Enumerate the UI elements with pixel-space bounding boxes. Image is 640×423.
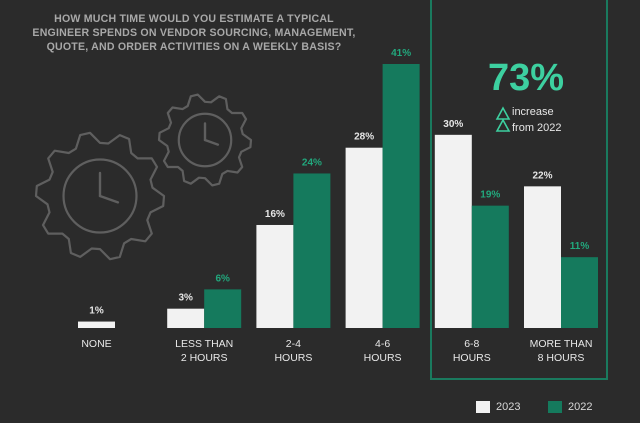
title-line: HOW MUCH TIME WOULD YOU ESTIMATE A TYPIC… [54, 13, 334, 25]
category-label: HOURS [274, 352, 312, 364]
legend-label-2022: 2022 [568, 401, 593, 413]
bar-2022 [204, 289, 242, 328]
legend-item-2023: 2023 [476, 400, 520, 414]
category-label: MORE THAN [530, 338, 593, 350]
legend-item-2022: 2022 [548, 400, 592, 414]
data-label-2022: 6% [215, 273, 230, 284]
bar-2023 [524, 186, 561, 328]
up-arrow-icon [495, 118, 511, 132]
bar-2023 [256, 224, 294, 328]
category-label: 6-8 [464, 338, 479, 350]
data-label-2023: 1% [89, 306, 104, 317]
bar-2023 [78, 321, 115, 328]
category-label: HOURS [364, 352, 402, 364]
data-label-2022: 11% [570, 241, 590, 252]
callout-highlight-box [430, 0, 608, 380]
callout-line-1: increase [512, 106, 554, 118]
callout-line-2: from 2022 [512, 122, 562, 134]
data-label-2023: 22% [532, 170, 552, 181]
category-labels: NONE LESS THAN 2 HOURS 2-4 HOURS 4-6 HOURS 6-8 H… [81, 338, 592, 364]
legend-swatch-2022 [548, 401, 562, 413]
title-line: QUOTE, AND ORDER ACTIVITIES ON A WEEKLY … [46, 41, 342, 53]
category-label: 2-4 [286, 338, 301, 350]
bar-2023 [434, 134, 472, 328]
gear-decorations [34, 93, 253, 261]
data-label-2022: 24% [302, 157, 322, 168]
category-label: HOURS [453, 352, 491, 364]
bar-2022 [382, 64, 420, 328]
gear-clock-icon [157, 93, 253, 187]
legend-label-2023: 2023 [496, 401, 521, 413]
bars-group [78, 64, 598, 328]
category-label: 8 HOURS [538, 352, 585, 364]
bar-2023 [167, 308, 205, 328]
data-label-2023: 30% [443, 119, 463, 130]
callout-percentage: 73% [488, 57, 565, 99]
category-label: 4-6 [375, 338, 390, 350]
bar-2023 [345, 147, 383, 328]
category-label: LESS THAN [175, 338, 233, 350]
chart-title: HOW MUCH TIME WOULD YOU ESTIMATE A TYPIC… [14, 12, 374, 54]
bar-2022 [293, 173, 331, 328]
bar-2022 [561, 257, 598, 328]
legend-swatch-2023 [476, 401, 490, 413]
data-label-2022: 19% [480, 190, 500, 201]
data-label-2023: 3% [178, 293, 193, 304]
title-line: ENGINEER SPENDS ON VENDOR SOURCING, MANA… [32, 27, 356, 39]
data-label-2023: 16% [265, 209, 285, 220]
data-label-2023: 28% [354, 132, 374, 143]
value-labels: 1% 3% 6% 16% 24% 28% 41% 30% 19% 22% 11% [89, 48, 589, 317]
category-label: NONE [81, 338, 111, 350]
up-arrows-icon [495, 106, 511, 132]
category-label: 2 HOURS [181, 352, 228, 364]
gear-clock-icon [34, 131, 166, 261]
data-label-2022: 41% [391, 48, 411, 59]
bar-2022 [471, 205, 509, 328]
